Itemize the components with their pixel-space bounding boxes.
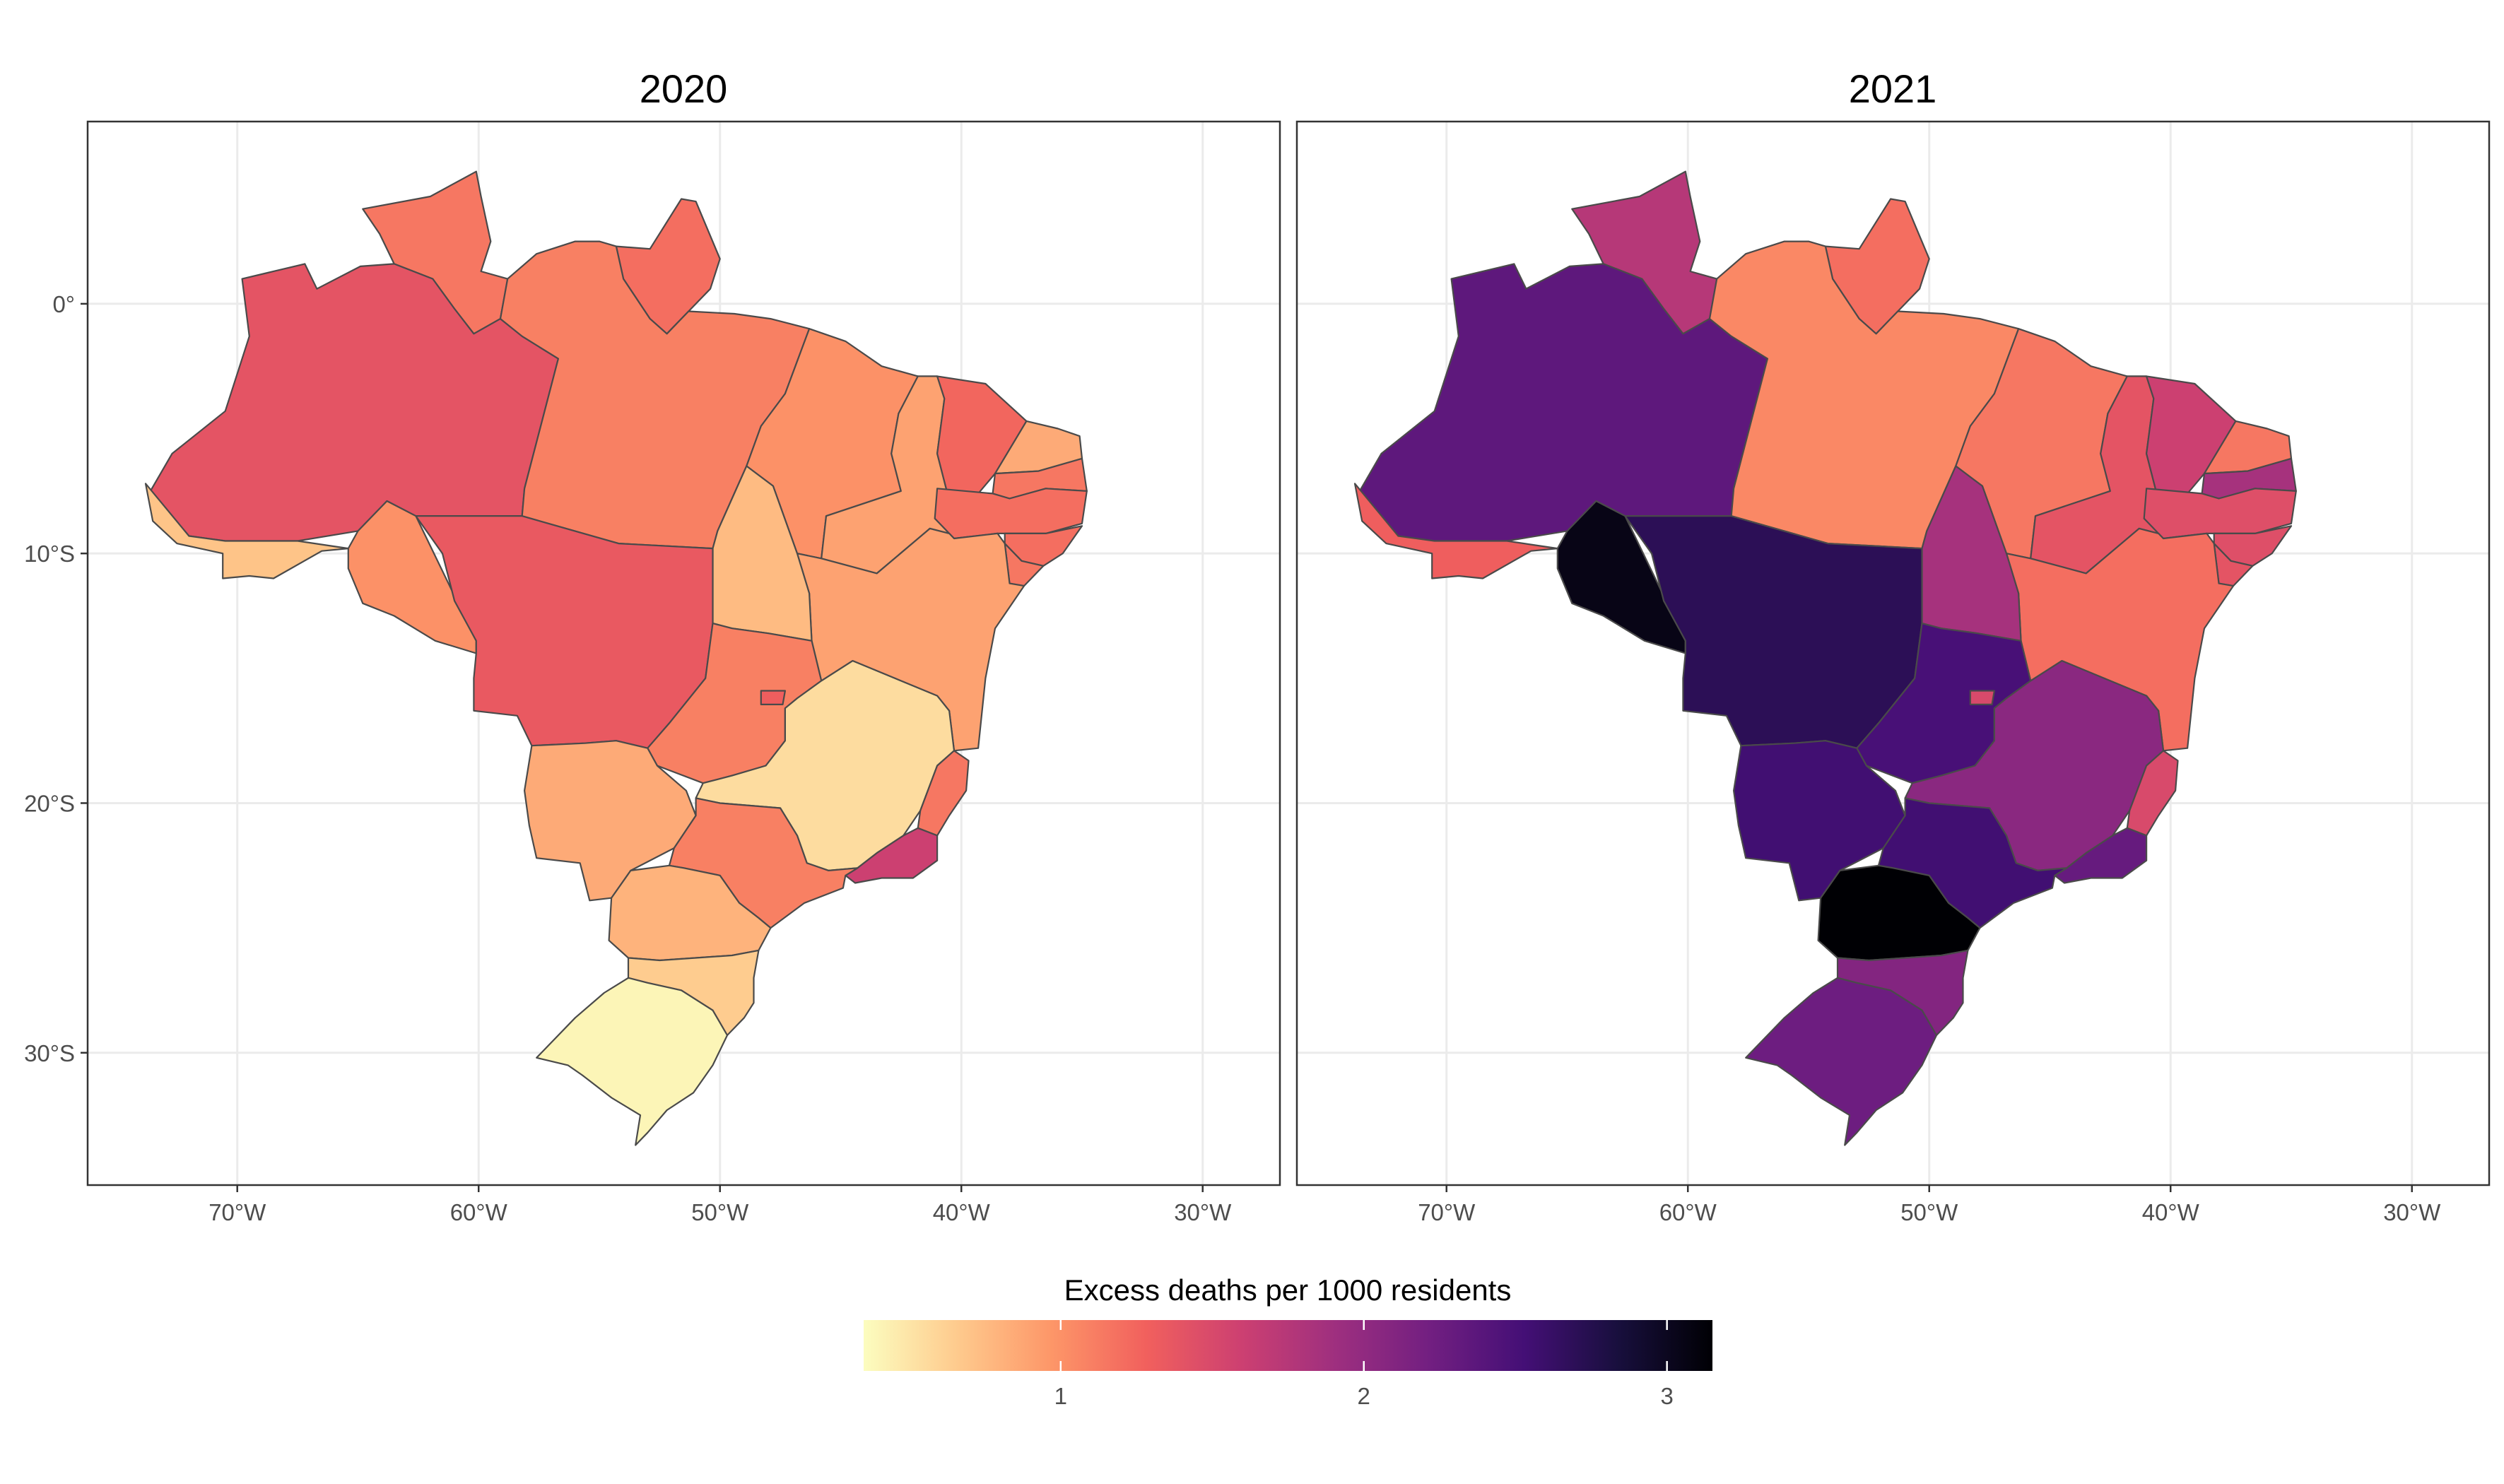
state-rj-2021	[2054, 827, 2148, 884]
state-df-2020	[760, 690, 786, 705]
state-pe-2021	[2143, 488, 2297, 540]
panel-border-2021	[1295, 120, 2491, 1186]
x-tick-label: 60°W	[1659, 1199, 1717, 1225]
panel-border-2020	[86, 120, 1281, 1186]
state-ms-2020	[524, 740, 697, 902]
legend-colorbar	[864, 1320, 1712, 1371]
state-am-2021	[1358, 263, 1768, 542]
x-tick-label: 70°W	[1418, 1199, 1476, 1225]
state-rj-2020	[845, 827, 939, 884]
state-ro-2020	[347, 500, 477, 654]
x-axis-2020: 70°W 60°W 50°W 40°W 30°W	[208, 1185, 1232, 1225]
state-ac-2021	[1353, 483, 1558, 579]
legend-tick-label: 2	[1358, 1383, 1370, 1409]
map-panel-2020: 2020 70°W 60°W 50°W 40°W 30°W 0° 10°S 20°S 30°S	[24, 66, 1281, 1225]
state-ro-2021	[1556, 500, 1686, 654]
x-axis-2021: 70°W 60°W 50°W 40°W 30°W	[1418, 1185, 2441, 1225]
state-ms-2021	[1733, 740, 1906, 902]
x-tick-label: 30°W	[2383, 1199, 2441, 1225]
state-ac-2020	[144, 483, 349, 579]
x-tick-label: 70°W	[208, 1199, 266, 1225]
panel-title-2021: 2021	[1849, 66, 1937, 111]
x-tick-label: 50°W	[691, 1199, 749, 1225]
legend-tick-label: 1	[1054, 1383, 1067, 1409]
map-panel-2021: 2021 70°W 60°W 50°W 40°W 30°W	[1295, 66, 2491, 1225]
panel-title-2020: 2020	[640, 66, 728, 111]
x-tick-label: 50°W	[1900, 1199, 1958, 1225]
state-df-2021	[1969, 690, 1995, 705]
states-2021	[1353, 170, 2297, 1146]
y-tick-label: 30°S	[24, 1040, 75, 1066]
color-legend: Excess deaths per 1000 residents 1 2 3	[864, 1273, 1712, 1409]
x-tick-label: 60°W	[450, 1199, 508, 1225]
y-tick-label: 10°S	[24, 541, 75, 567]
state-rs-2020	[536, 977, 729, 1146]
state-rs-2021	[1745, 977, 1938, 1146]
y-axis-2020: 0° 10°S 20°S 30°S	[24, 291, 88, 1066]
x-tick-label: 40°W	[2142, 1199, 2200, 1225]
legend-title: Excess deaths per 1000 residents	[1064, 1273, 1512, 1307]
state-am-2020	[149, 263, 559, 542]
state-pe-2020	[934, 488, 1088, 540]
legend-tick-label: 3	[1660, 1383, 1673, 1409]
y-tick-label: 0°	[52, 291, 75, 317]
states-2020	[144, 170, 1088, 1146]
x-tick-label: 40°W	[933, 1199, 991, 1225]
x-tick-label: 30°W	[1174, 1199, 1232, 1225]
y-tick-label: 20°S	[24, 790, 75, 816]
legend-ticks: 1 2 3	[1054, 1320, 1674, 1409]
